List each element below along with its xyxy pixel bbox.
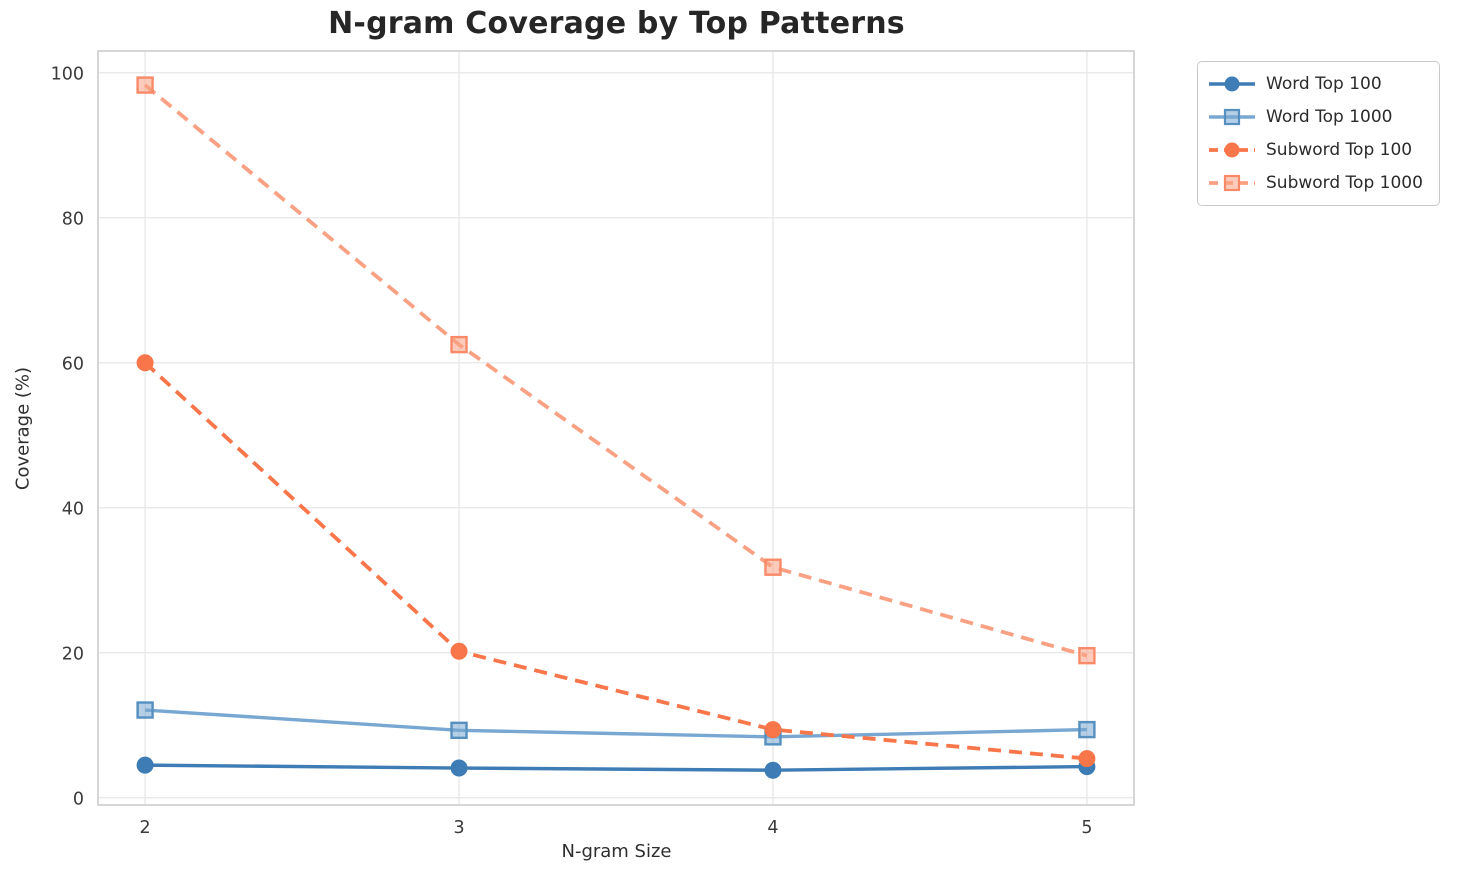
legend-item-label: Word Top 100 (1266, 74, 1382, 94)
series-line-word-top-100 (145, 763, 1087, 772)
y-tick-label: 40 (62, 499, 84, 519)
legend-item-word-top-1000: Word Top 1000 (1208, 104, 1423, 130)
x-tick-label: 4 (767, 818, 778, 838)
y-tick-label: 20 (62, 644, 84, 664)
marker-subword-top-1000 (450, 335, 468, 354)
marker-word-top-1000 (1078, 720, 1096, 739)
marker-word-top-100 (764, 761, 782, 779)
x-tick-label: 2 (140, 818, 151, 838)
legend-marker-square (1223, 174, 1241, 192)
legend-item-subword-top-100: Subword Top 100 (1208, 137, 1423, 163)
legend-line-sample (1209, 108, 1255, 126)
marker-subword-top-100 (450, 642, 468, 660)
legend-marker-circle (1224, 76, 1240, 92)
x-tick-label: 5 (1081, 818, 1092, 838)
legend-item-label: Subword Top 100 (1266, 140, 1413, 160)
legend-line-sample (1209, 174, 1255, 192)
marker-subword-top-100 (764, 721, 782, 739)
chart-title: N-gram Coverage by Top Patterns (328, 6, 905, 41)
legend: Word Top 100 Word Top 1000 Subword Top 100… (1197, 61, 1440, 206)
legend-marker-circle (1224, 142, 1240, 158)
marker-subword-top-1000 (764, 558, 782, 576)
legend-item-label: Subword Top 1000 (1266, 173, 1423, 193)
x-tick-label: 3 (453, 818, 464, 838)
marker-subword-top-1000 (136, 76, 154, 94)
series-line-word-top-1000 (144, 708, 1087, 739)
marker-subword-top-100 (136, 354, 154, 372)
y-axis-label: Coverage (%) (12, 366, 34, 491)
marker-subword-top-100 (1078, 750, 1096, 768)
y-tick-label: 60 (62, 354, 84, 374)
legend-line-sample (1209, 76, 1255, 92)
axes-spines (97, 50, 1135, 806)
x-axis-label: N-gram Size (561, 841, 672, 862)
y-tick-label: 80 (62, 209, 84, 229)
marker-word-top-1000 (136, 701, 154, 719)
marker-word-top-100 (450, 759, 468, 777)
legend-item-subword-top-1000: Subword Top 1000 (1208, 170, 1423, 196)
y-tick-label: 100 (51, 64, 84, 84)
legend-item-label: Word Top 1000 (1266, 107, 1393, 127)
series-line-subword-top-100 (143, 361, 1088, 761)
marker-word-top-100 (136, 756, 154, 774)
legend-line-sample (1209, 142, 1255, 158)
series-line-subword-top-1000 (143, 83, 1088, 658)
marker-subword-top-1000 (1078, 646, 1096, 665)
y-tick-label: 0 (73, 789, 84, 809)
legend-item-word-top-100: Word Top 100 (1208, 71, 1423, 97)
marker-word-top-1000 (450, 721, 468, 740)
legend-marker-square (1223, 108, 1241, 126)
